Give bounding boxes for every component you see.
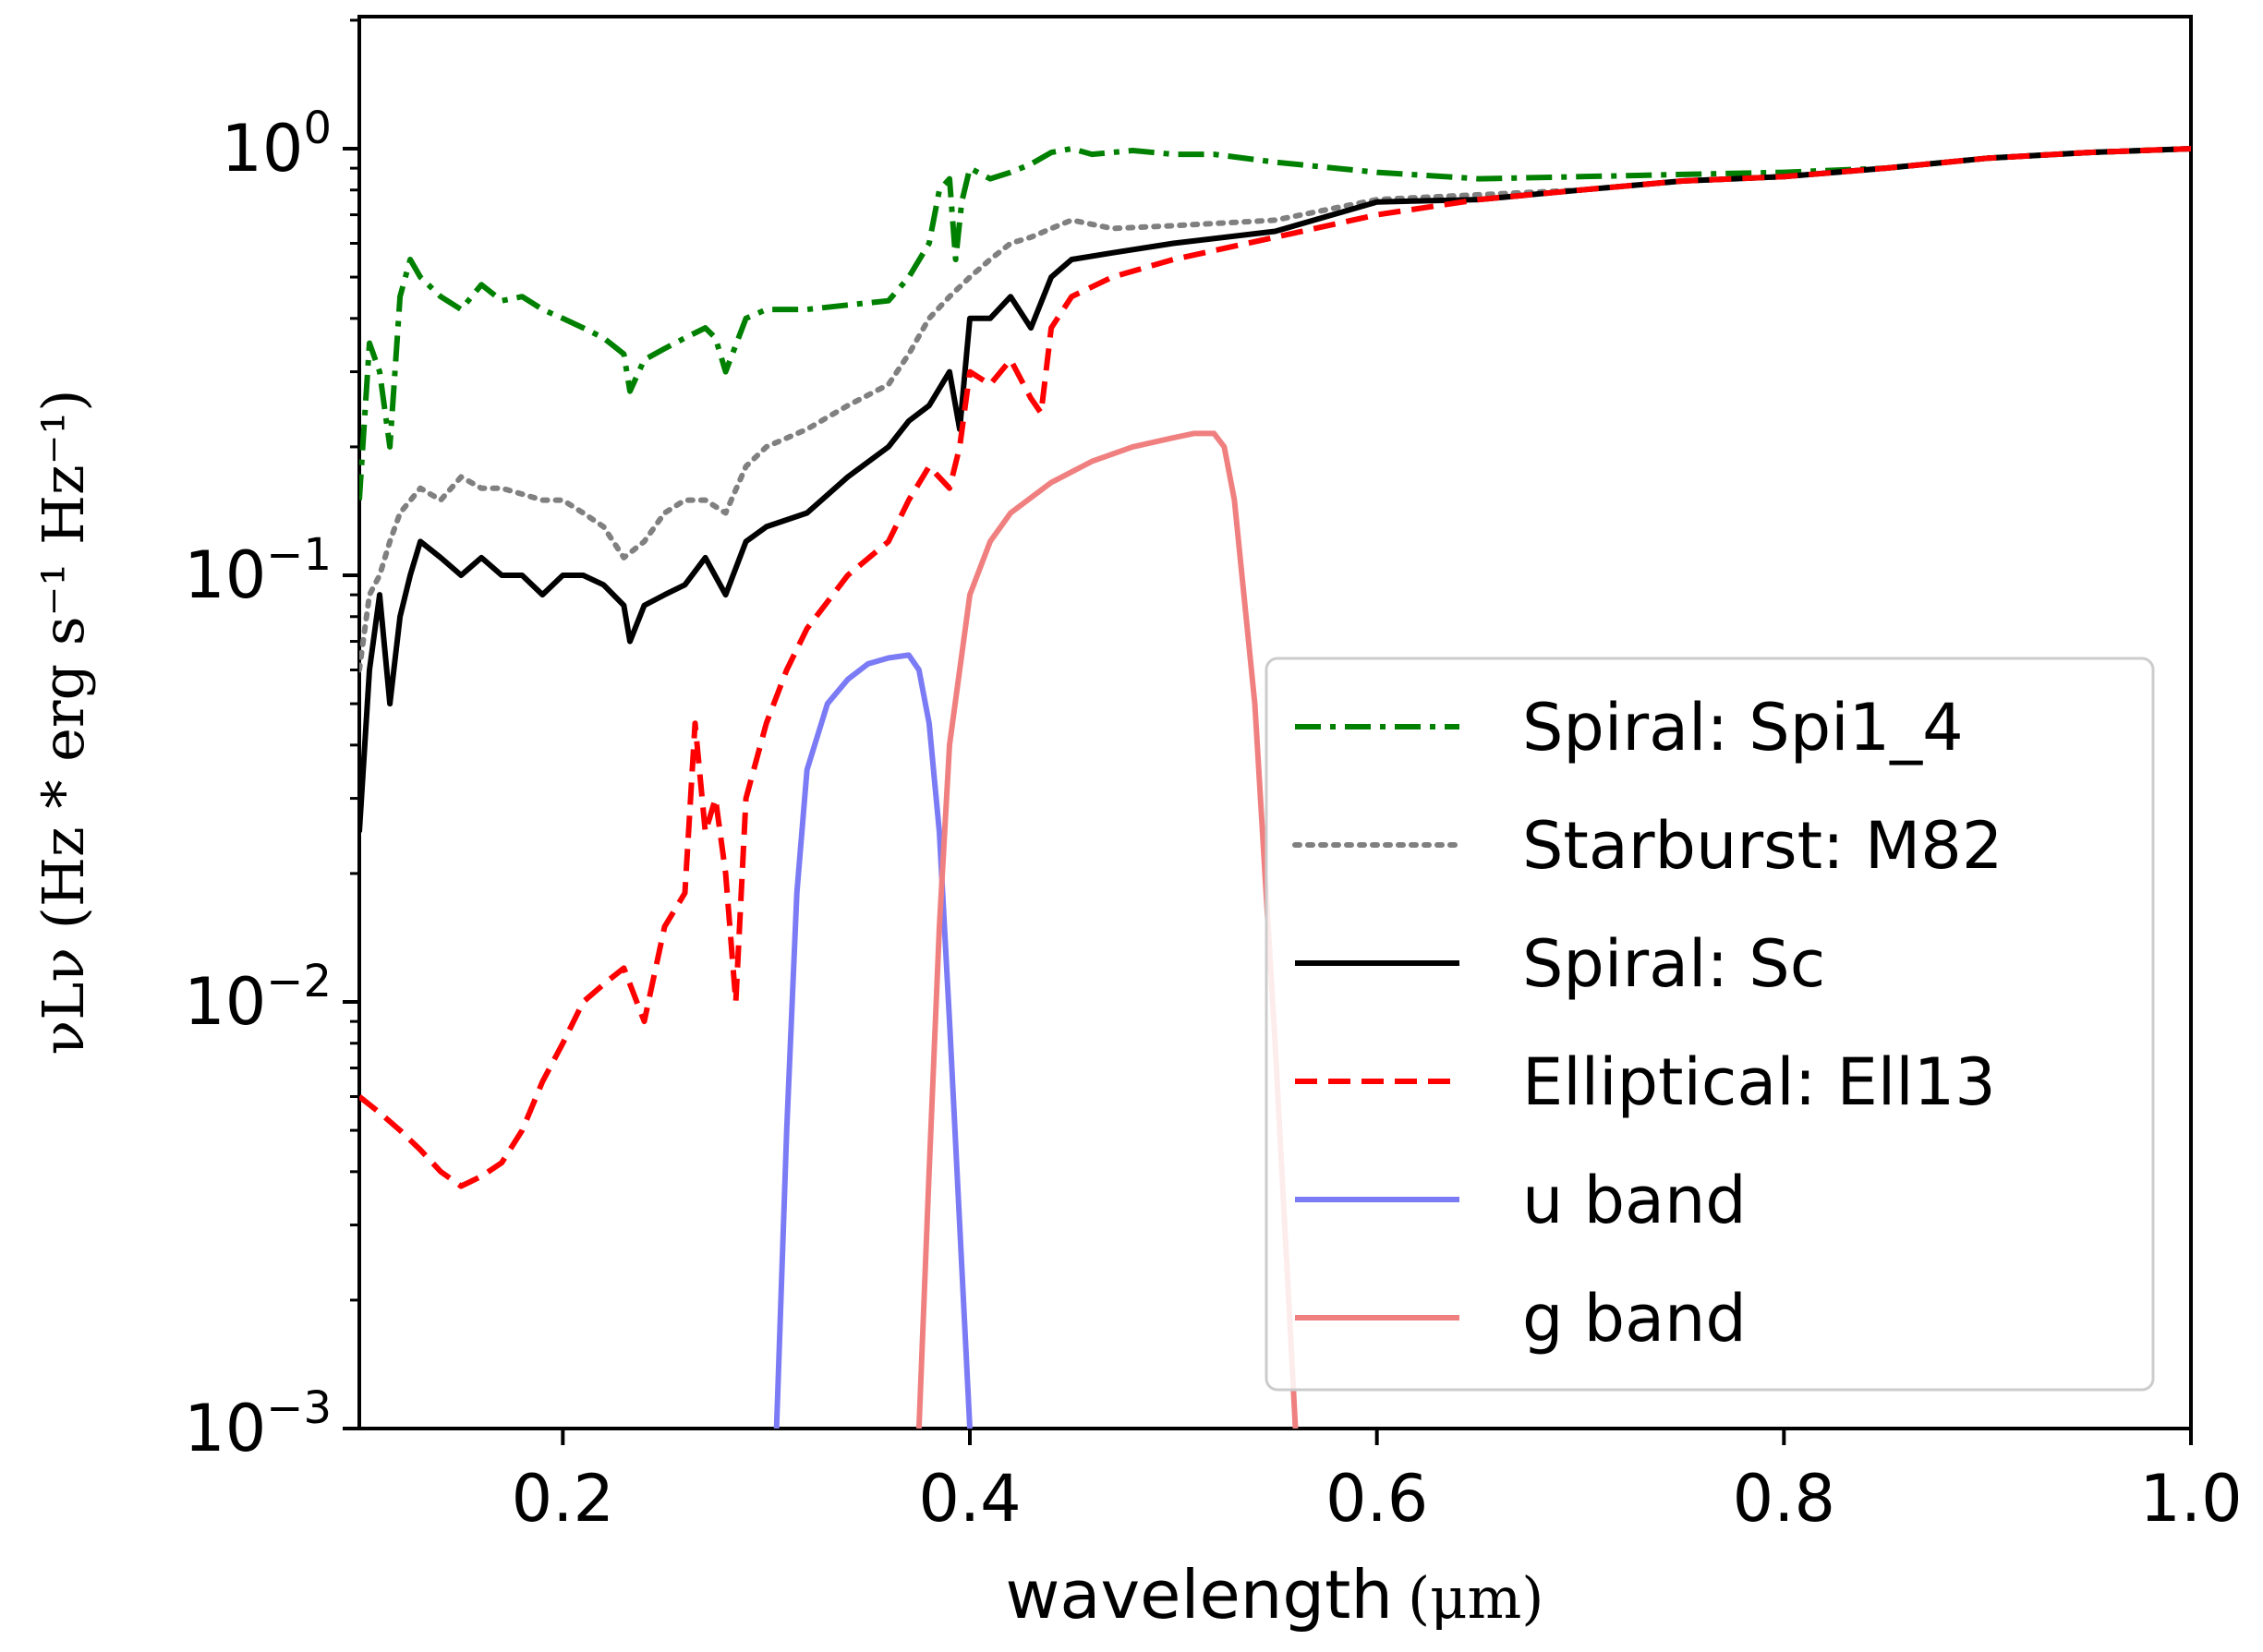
legend-label: g band [1522,1281,1747,1357]
y-tick-label: 100 [221,102,332,187]
x-axis-title-main: wavelength [1006,1556,1393,1634]
x-tick-label: 1.0 [2139,1461,2242,1537]
x-tick-label: 0.6 [1325,1461,1428,1537]
x-tick-label: 0.4 [918,1461,1021,1537]
legend-label: Elliptical: Ell13 [1522,1044,1996,1120]
series-line-6 [915,430,1299,1429]
x-axis-title: wavelength (μm) [1006,1556,1544,1634]
tick-layer: 0.2 0.4 0.6 0.8 1.0 100 10−1 10−2 10−3 [184,18,2243,1537]
x-tick-label: 0.2 [512,1461,614,1537]
legend-frame [1265,657,2155,1392]
series-line-5 [773,652,973,1429]
series-layer [359,146,2191,1429]
legend-label: u band [1522,1163,1747,1238]
series-line-4 [359,146,2191,1189]
series-line-2 [359,146,2191,673]
series-line-1 [359,146,2191,500]
x-tick-label: 0.8 [1733,1461,1835,1537]
x-axis-title-unit: (μm) [1408,1564,1543,1632]
legend-label: Spiral: Spi1_4 [1522,690,1964,766]
legend-items: Spiral: Spi1_4 Starburst: M82 Spiral: Sc El… [1292,690,2003,1357]
legend-label: Spiral: Sc [1522,926,1825,1002]
y-tick-label: 10−2 [184,956,332,1040]
y-tick-label: 10−3 [184,1382,332,1466]
legend: Spiral: Spi1_4 Starburst: M82 Spiral: Sc El… [1265,657,2155,1392]
y-tick-label: 10−1 [184,529,332,613]
legend-label: Starburst: M82 [1522,808,2003,884]
series-line-3 [359,146,2191,833]
y-axis-title: νLν (Hz * erg s⁻¹ Hz⁻¹) [30,390,97,1055]
